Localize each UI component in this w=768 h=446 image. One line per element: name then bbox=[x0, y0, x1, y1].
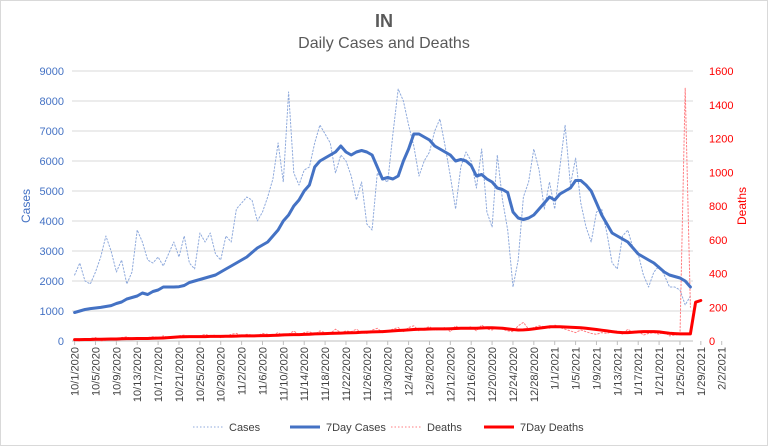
x-tick-label: 11/22/2020 bbox=[341, 347, 353, 401]
x-tick-label: 10/5/2020 bbox=[90, 347, 102, 396]
x-tick-label: 12/16/2020 bbox=[466, 347, 478, 402]
x-tick-label: 11/6/2020 bbox=[257, 347, 269, 395]
x-tick-label: 12/20/2020 bbox=[487, 347, 499, 402]
y-tick-label-left: 6000 bbox=[40, 156, 64, 168]
y-tick-label-right: 600 bbox=[709, 235, 727, 247]
x-tick-label: 12/4/2020 bbox=[404, 347, 416, 396]
y-tick-label-left: 4000 bbox=[40, 216, 64, 228]
legend-label: 7Day Deaths bbox=[520, 422, 584, 434]
x-tick-label: 1/9/2021 bbox=[591, 347, 603, 390]
y-tick-label-left: 0 bbox=[58, 336, 64, 348]
x-tick-label: 11/10/2020 bbox=[278, 347, 290, 401]
x-tick-label: 1/21/2021 bbox=[654, 347, 666, 396]
y-tick-label-left: 9000 bbox=[40, 66, 64, 78]
x-tick-label: 12/12/2020 bbox=[445, 347, 457, 402]
x-tick-label: 12/28/2020 bbox=[529, 347, 541, 402]
y-tick-label-right: 200 bbox=[709, 302, 727, 314]
x-tick-label: 10/17/2020 bbox=[153, 347, 165, 402]
x-tick-label: 2/2/2021 bbox=[717, 347, 729, 390]
series-line-7day-cases bbox=[73, 132, 692, 314]
series-line-7day-deaths bbox=[73, 299, 703, 342]
x-tick-label: 1/13/2021 bbox=[612, 347, 624, 396]
x-tick-label: 10/13/2020 bbox=[132, 347, 144, 402]
legend-label: Deaths bbox=[427, 422, 462, 434]
y-tick-label-right: 1400 bbox=[709, 100, 733, 112]
x-tick-label: 10/29/2020 bbox=[216, 347, 228, 402]
x-tick-label: 1/5/2021 bbox=[571, 347, 583, 390]
chart-title: IN bbox=[375, 11, 393, 31]
x-tick-label: 10/21/2020 bbox=[174, 347, 186, 402]
x-tick-label: 10/25/2020 bbox=[195, 347, 207, 402]
y-tick-label-right: 800 bbox=[709, 201, 727, 213]
y-tick-label-left: 1000 bbox=[40, 306, 64, 318]
y-tick-label-right: 1000 bbox=[709, 167, 733, 179]
legend-label: Cases bbox=[229, 422, 261, 434]
x-tick-label: 11/26/2020 bbox=[362, 347, 374, 401]
y-tick-label-left: 3000 bbox=[40, 246, 64, 258]
y-tick-label-right: 0 bbox=[709, 336, 715, 348]
y-tick-label-left: 7000 bbox=[40, 126, 64, 138]
y-axis-title-right: Deaths bbox=[735, 187, 749, 225]
y-tick-label-left: 5000 bbox=[40, 186, 64, 198]
x-tick-label: 1/1/2021 bbox=[550, 347, 562, 390]
legend-label: 7Day Cases bbox=[326, 422, 386, 434]
y-axis-title-left: Cases bbox=[19, 189, 33, 223]
x-tick-label: 11/14/2020 bbox=[299, 347, 311, 401]
x-tick-label: 11/2/2020 bbox=[237, 347, 249, 395]
x-tick-label: 11/30/2020 bbox=[383, 347, 395, 401]
y-tick-label-right: 1200 bbox=[709, 134, 733, 146]
y-tick-label-right: 1600 bbox=[709, 66, 733, 78]
series-line-deaths bbox=[74, 87, 691, 342]
x-tick-label: 10/1/2020 bbox=[70, 347, 82, 396]
y-tick-label-left: 2000 bbox=[40, 276, 64, 288]
x-tick-label: 12/24/2020 bbox=[508, 347, 520, 402]
x-tick-label: 1/17/2021 bbox=[633, 347, 645, 396]
y-tick-label-left: 8000 bbox=[40, 96, 64, 108]
y-tick-label-right: 400 bbox=[709, 269, 727, 281]
x-tick-label: 1/25/2021 bbox=[675, 347, 687, 396]
series-line-cases bbox=[74, 88, 691, 306]
x-tick-label: 10/9/2020 bbox=[111, 347, 123, 396]
x-tick-label: 1/29/2021 bbox=[696, 347, 708, 396]
chart-subtitle: Daily Cases and Deaths bbox=[298, 35, 470, 52]
x-tick-label: 11/18/2020 bbox=[320, 347, 332, 401]
x-tick-label: 12/8/2020 bbox=[424, 347, 436, 396]
